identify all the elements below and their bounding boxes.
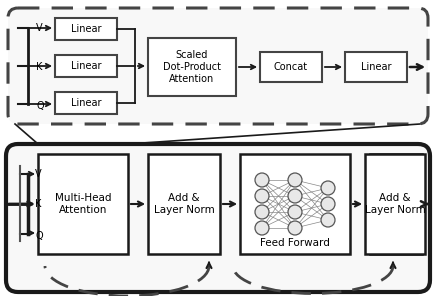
- Circle shape: [255, 189, 269, 203]
- Circle shape: [288, 173, 302, 187]
- Text: V: V: [36, 23, 43, 33]
- Bar: [240, 154, 350, 254]
- Circle shape: [321, 213, 335, 227]
- Bar: [55, 55, 117, 77]
- FancyBboxPatch shape: [8, 8, 428, 124]
- Text: Feed Forward: Feed Forward: [260, 238, 330, 248]
- Text: K: K: [35, 199, 41, 209]
- Circle shape: [321, 197, 335, 211]
- FancyBboxPatch shape: [6, 144, 430, 292]
- Text: Linear: Linear: [71, 98, 101, 108]
- Text: Q: Q: [35, 231, 43, 241]
- Text: Add &
Layer Norm: Add & Layer Norm: [153, 193, 215, 215]
- Text: Q: Q: [36, 101, 44, 111]
- Text: Concat: Concat: [274, 62, 308, 72]
- Bar: [370, 154, 422, 254]
- Text: Add &
Layer Norm: Add & Layer Norm: [364, 193, 426, 215]
- Circle shape: [255, 205, 269, 219]
- Text: Linear: Linear: [71, 24, 101, 34]
- Circle shape: [321, 181, 335, 195]
- Bar: [365, 154, 425, 254]
- Bar: [55, 18, 117, 40]
- Circle shape: [255, 221, 269, 235]
- Circle shape: [288, 189, 302, 203]
- Bar: [345, 52, 407, 82]
- Bar: [148, 38, 236, 96]
- Text: K: K: [36, 62, 42, 72]
- Bar: [55, 92, 117, 114]
- Text: Multi-Head
Attention: Multi-Head Attention: [55, 193, 111, 215]
- Text: Linear: Linear: [71, 61, 101, 71]
- Circle shape: [255, 173, 269, 187]
- Circle shape: [288, 221, 302, 235]
- Bar: [260, 52, 322, 82]
- Bar: [38, 154, 128, 254]
- Bar: [148, 154, 220, 254]
- Text: Scaled
Dot-Product
Attention: Scaled Dot-Product Attention: [163, 50, 221, 83]
- Text: Linear: Linear: [361, 62, 391, 72]
- Text: V: V: [35, 169, 41, 179]
- Circle shape: [288, 205, 302, 219]
